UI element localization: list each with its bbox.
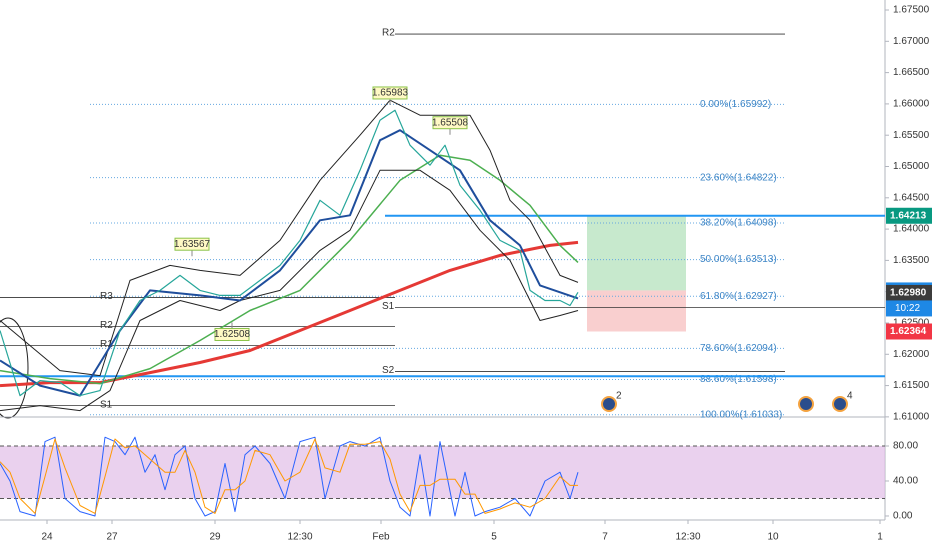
fib-label: 0.00%(1.65992) [700, 99, 771, 110]
ellipse-drawing [0, 317, 29, 419]
annotation-box [214, 327, 250, 341]
x-tick-label: 12:30 [675, 532, 700, 543]
pivot-label: S1 [382, 301, 395, 312]
time-tag [886, 300, 932, 317]
y-tick-label: 1.62000 [893, 349, 930, 360]
x-tick-label: 10 [767, 532, 779, 543]
pivot-label: S2 [382, 365, 395, 376]
fib-label: 78.60%(1.62094) [700, 343, 777, 354]
price-tag [886, 207, 932, 224]
event-icon-inner [603, 398, 615, 410]
fib-label: 23.60%(1.64822) [700, 172, 777, 183]
annotation-box [174, 237, 210, 251]
fib-label: 100.00%(1.61033) [700, 409, 782, 420]
y-tick-label: 1.64500 [893, 192, 930, 203]
y-tick-label: 1.65500 [893, 130, 930, 141]
x-tick-label: 1 [877, 532, 883, 543]
pivot-label: R3 [100, 291, 113, 302]
y-tick-label: 1.66000 [893, 99, 930, 110]
price-tag-label: 1.64213 [890, 210, 927, 221]
series-line [0, 129, 579, 397]
pivot-label: R2 [382, 28, 395, 39]
stop-zone [587, 290, 686, 332]
series-line [0, 99, 579, 377]
y-tick-label: 1.62500 [893, 318, 930, 329]
fib-label: 61.80%(1.62927) [700, 291, 777, 302]
y-tick-label: 1.66500 [893, 67, 930, 78]
series-line [0, 438, 578, 514]
time-tag-label: 10:22 [895, 303, 920, 314]
pivot-label: R1 [100, 339, 113, 350]
x-tick-label: 7 [602, 532, 608, 543]
y-tick-label: 1.67000 [893, 36, 930, 47]
y-tick-label: 1.61000 [893, 412, 930, 423]
pivot-label: S1 [100, 399, 113, 410]
annotation-box [432, 116, 468, 130]
annotation-label: 1.65508 [432, 117, 469, 128]
series-line [0, 109, 579, 397]
annotation-label: 1.63567 [174, 239, 211, 250]
fib-label: 88.60%(1.61598) [700, 374, 777, 385]
x-tick-label: 29 [209, 532, 221, 543]
series-line [0, 436, 579, 517]
annotation-box [372, 86, 408, 100]
y-tick-label: 1.63500 [893, 255, 930, 266]
y-tick-label: 40.00 [893, 476, 918, 487]
pivot-label: R2 [100, 320, 113, 331]
event-count: 2 [616, 391, 622, 402]
event-icon-inner [834, 398, 846, 410]
series-line [0, 154, 579, 385]
y-tick-label: 0.00 [893, 511, 913, 522]
y-tick-label: 1.64000 [893, 224, 930, 235]
x-tick-label: 24 [41, 532, 53, 543]
y-tick-label: 1.65000 [893, 161, 930, 172]
y-tick-label: 1.67500 [893, 5, 930, 16]
x-tick-label: 12:30 [287, 532, 312, 543]
fib-label: 38.20%(1.64098) [700, 218, 777, 229]
x-tick-label: 27 [106, 532, 118, 543]
annotation-label: 1.65983 [372, 88, 409, 99]
y-tick-label: 80.00 [893, 441, 918, 452]
price-tag-label: 1.62980 [890, 288, 927, 299]
x-tick-label: 5 [491, 532, 497, 543]
price-tag [886, 284, 932, 301]
fib-label: 50.00%(1.63513) [700, 254, 777, 265]
price-tag [886, 323, 932, 340]
event-count: 4 [847, 391, 853, 402]
event-icon-inner [800, 398, 812, 410]
series-line [0, 169, 579, 412]
price-tag-label: 1.62364 [890, 326, 927, 337]
series-line [0, 240, 579, 388]
target-zone [587, 215, 686, 291]
x-tick-label: Feb [372, 532, 390, 543]
y-tick-label: 1.61500 [893, 380, 930, 391]
annotation-label: 1.62508 [214, 329, 251, 340]
